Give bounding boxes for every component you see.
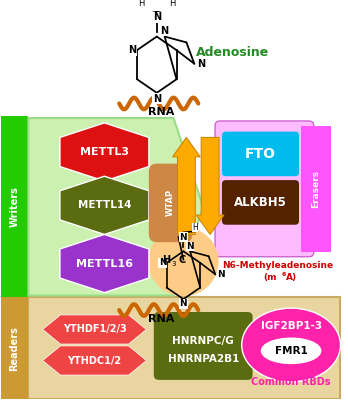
- Text: Writers: Writers: [9, 186, 19, 227]
- Text: Common RBDs: Common RBDs: [251, 377, 331, 387]
- Text: H: H: [163, 255, 171, 265]
- Text: N: N: [186, 242, 194, 251]
- Circle shape: [149, 228, 218, 296]
- Text: ALKBH5: ALKBH5: [234, 196, 287, 209]
- Text: N: N: [180, 300, 187, 308]
- Text: N: N: [197, 59, 205, 69]
- Text: WTAP: WTAP: [166, 189, 175, 216]
- Text: C: C: [179, 255, 186, 265]
- Text: N: N: [218, 270, 225, 279]
- Text: A): A): [286, 273, 297, 282]
- Text: N: N: [128, 45, 136, 55]
- FancyBboxPatch shape: [1, 298, 28, 399]
- Text: N: N: [161, 26, 169, 36]
- Text: RNA: RNA: [148, 314, 174, 324]
- Text: N: N: [180, 233, 187, 242]
- Text: RNA: RNA: [148, 107, 174, 117]
- Ellipse shape: [261, 338, 321, 364]
- Polygon shape: [60, 234, 149, 293]
- Text: H: H: [138, 0, 144, 8]
- Text: YTHDC1/2: YTHDC1/2: [68, 356, 121, 366]
- Text: 3: 3: [171, 260, 176, 266]
- Text: HNRNPC/G: HNRNPC/G: [172, 336, 234, 346]
- Text: METTL16: METTL16: [76, 258, 133, 268]
- Text: N: N: [153, 12, 161, 22]
- FancyBboxPatch shape: [149, 164, 192, 242]
- Polygon shape: [43, 346, 147, 375]
- Polygon shape: [60, 176, 149, 234]
- Polygon shape: [43, 315, 147, 344]
- Text: FTO: FTO: [245, 147, 276, 161]
- FancyBboxPatch shape: [222, 132, 299, 176]
- Polygon shape: [28, 118, 203, 296]
- Polygon shape: [60, 123, 149, 181]
- Text: (m: (m: [263, 273, 277, 282]
- Text: METTL14: METTL14: [78, 200, 131, 210]
- Ellipse shape: [242, 308, 340, 382]
- FancyBboxPatch shape: [301, 126, 331, 252]
- FancyBboxPatch shape: [154, 312, 253, 380]
- Text: FMR1: FMR1: [275, 346, 308, 356]
- FancyBboxPatch shape: [28, 298, 340, 399]
- Text: IGF2BP1-3: IGF2BP1-3: [261, 320, 322, 330]
- Text: Erasers: Erasers: [311, 170, 320, 208]
- Text: N6-Methyleadenosine: N6-Methyleadenosine: [222, 261, 333, 270]
- Text: METTL3: METTL3: [80, 147, 129, 157]
- FancyBboxPatch shape: [1, 116, 28, 298]
- Text: N: N: [159, 258, 166, 267]
- Text: HNRNPA2B1: HNRNPA2B1: [167, 354, 239, 364]
- Text: H: H: [192, 223, 198, 232]
- FancyBboxPatch shape: [215, 121, 314, 257]
- FancyArrow shape: [173, 138, 200, 234]
- Text: Readers: Readers: [9, 326, 19, 371]
- Text: N: N: [153, 94, 161, 104]
- Text: YTHDF1/2/3: YTHDF1/2/3: [63, 324, 126, 334]
- FancyArrow shape: [196, 138, 224, 234]
- Text: H: H: [169, 0, 176, 8]
- Text: 6: 6: [281, 272, 286, 277]
- Text: Adenosine: Adenosine: [196, 46, 269, 58]
- FancyBboxPatch shape: [222, 180, 299, 225]
